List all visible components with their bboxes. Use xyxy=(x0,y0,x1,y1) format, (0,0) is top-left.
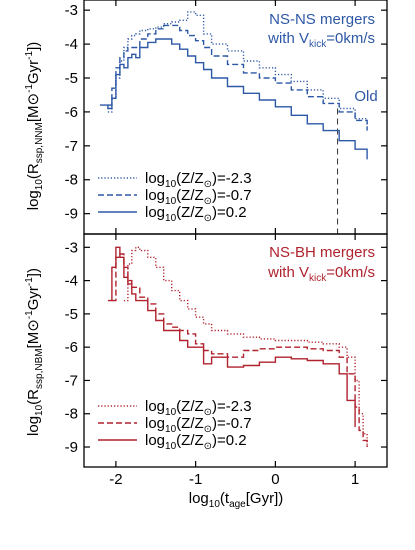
y-tick-label: -5 xyxy=(65,306,78,323)
bottom-panel: -3 -4 -5 -6 -7 -8 -9 NS-BH mergers with Vkick=… xyxy=(24,233,388,468)
legend-label: log10(Z/Z⊙)=0.2 xyxy=(145,432,247,452)
legend-label: log10(Z/Z⊙)=-0.7 xyxy=(145,187,252,207)
y-tick-label: -4 xyxy=(65,273,78,290)
top-y-axis: -3 -4 -5 -6 -7 -8 -9 xyxy=(65,0,387,234)
bottom-legend: log10(Z/Z⊙)=-2.3log10(Z/Z⊙)=-0.7log10(Z/… xyxy=(98,398,252,452)
legend-label: log10(Z/Z⊙)=0.2 xyxy=(145,204,247,224)
y-tick-label: -7 xyxy=(65,372,78,389)
top-panel: -3 -4 -5 -6 -7 -8 -9 NS-NS mergers with Vkick=… xyxy=(24,0,388,235)
top-legend: log10(Z/Z⊙)=-2.3log10(Z/Z⊙)=-0.7log10(Z/… xyxy=(98,170,252,224)
top-y-axis-label: log10(Rssp,NNM[M⊙-1Gyr-1]) xyxy=(24,42,45,211)
y-tick-label: -6 xyxy=(65,339,78,356)
y-tick-label: -4 xyxy=(65,36,78,53)
bottom-panel-frame xyxy=(83,233,388,468)
x-axis-label: log10(tage[Gyr]) xyxy=(189,490,284,510)
y-tick-label: -3 xyxy=(65,2,78,19)
legend-label: log10(Z/Z⊙)=-0.7 xyxy=(145,415,252,435)
series-dashed xyxy=(111,253,368,447)
bottom-y-axis-label: log10(Rssp,NBM[M⊙-1Gyr-1]) xyxy=(24,268,45,436)
top-annotation-line2: with Vkick=0km/s xyxy=(267,30,375,50)
x-tick-label: 0 xyxy=(271,471,279,488)
x-tick-label: -1 xyxy=(189,471,202,488)
y-tick-label: -3 xyxy=(65,239,78,256)
series-solid xyxy=(99,38,368,160)
bottom-plot-area xyxy=(107,246,368,447)
old-label: Old xyxy=(354,88,377,105)
y-tick-label: -9 xyxy=(65,206,78,223)
y-tick-label: -9 xyxy=(65,439,78,456)
top-plot-area xyxy=(99,11,368,234)
y-tick-label: -8 xyxy=(65,172,78,189)
x-tick-label: 1 xyxy=(351,471,359,488)
y-tick-label: -5 xyxy=(65,70,78,87)
legend-label: log10(Z/Z⊙)=-2.3 xyxy=(145,398,252,418)
top-annotation-line1: NS-NS mergers xyxy=(269,11,375,28)
x-tick-label: -2 xyxy=(109,471,122,488)
bottom-annotation-line2: with Vkick=0km/s xyxy=(267,264,375,284)
x-axis: -2 -1 0 1 xyxy=(109,471,359,488)
y-tick-label: -8 xyxy=(65,406,78,423)
series-solid xyxy=(107,246,356,428)
bottom-y-axis: -3 -4 -5 -6 -7 -8 -9 xyxy=(65,234,387,467)
y-tick-label: -7 xyxy=(65,138,78,155)
series-dotted xyxy=(123,246,368,447)
bottom-annotation-line1: NS-BH mergers xyxy=(269,244,375,261)
legend-label: log10(Z/Z⊙)=-2.3 xyxy=(145,170,252,190)
y-tick-label: -6 xyxy=(65,104,78,121)
